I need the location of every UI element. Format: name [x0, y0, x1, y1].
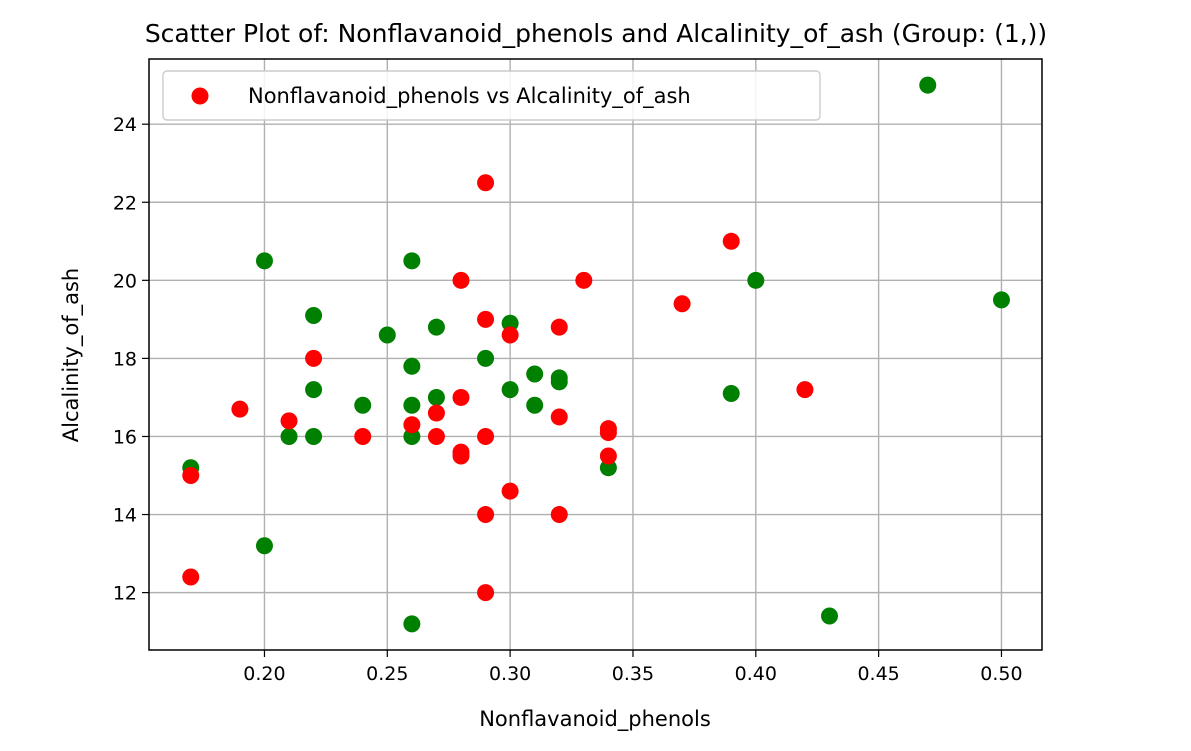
legend-marker	[191, 87, 209, 105]
y-axis-label: Alcalinity_of_ash	[59, 268, 84, 442]
data-point	[354, 396, 372, 414]
data-point	[427, 427, 445, 445]
data-point	[403, 615, 421, 633]
data-point	[255, 252, 273, 270]
x-tick-label: 0.45	[857, 663, 899, 685]
data-point	[550, 318, 568, 336]
chart-title: Scatter Plot of: Nonflavanoid_phenols an…	[145, 19, 1047, 48]
data-point	[477, 584, 495, 602]
data-point	[305, 381, 323, 399]
y-tick-label: 16	[113, 426, 137, 448]
data-point	[722, 385, 740, 403]
data-point	[550, 373, 568, 391]
x-axis-label: Nonflavanoid_phenols	[479, 707, 711, 732]
data-point	[403, 396, 421, 414]
x-tick-label: 0.35	[612, 663, 654, 685]
y-tick-label: 18	[113, 348, 137, 370]
data-point	[477, 174, 495, 192]
data-point	[550, 506, 568, 524]
data-point	[305, 427, 323, 445]
y-tick-label: 22	[113, 192, 137, 214]
data-point	[403, 252, 421, 270]
data-point	[182, 467, 200, 485]
data-point	[255, 537, 273, 555]
data-point	[427, 388, 445, 406]
x-tick-label: 0.40	[735, 663, 777, 685]
legend: Nonflavanoid_phenols vs Alcalinity_of_as…	[162, 70, 821, 121]
data-point	[673, 295, 691, 313]
data-point	[501, 381, 519, 399]
data-point	[501, 482, 519, 500]
data-point	[575, 271, 593, 289]
data-point	[550, 408, 568, 426]
data-point	[501, 314, 519, 332]
data-point	[452, 388, 470, 406]
data-point	[599, 424, 617, 442]
data-point	[427, 318, 445, 336]
data-point	[280, 412, 298, 430]
data-point	[280, 427, 298, 445]
y-tick-label: 20	[113, 270, 137, 292]
data-point	[403, 416, 421, 434]
y-tick-label: 14	[113, 505, 137, 527]
y-tick-label: 24	[113, 114, 137, 136]
data-point	[403, 427, 421, 445]
grid-lines	[149, 59, 1042, 650]
y-tick-label: 12	[113, 583, 137, 605]
plot-frame	[148, 58, 1043, 651]
data-point	[526, 396, 544, 414]
axis-ticks: 0.20 0.25 0.30 0.35 0.40 0.45 0.50 12 14 16 18 20 22…	[113, 114, 1023, 685]
legend-label: Nonflavanoid_phenols vs Alcalinity_of_as…	[248, 84, 691, 109]
data-point	[477, 506, 495, 524]
data-point	[354, 427, 372, 445]
data-point	[526, 365, 544, 383]
data-point	[477, 349, 495, 367]
data-point	[747, 271, 765, 289]
data-points	[182, 76, 1010, 633]
data-point	[992, 291, 1010, 309]
data-point	[305, 306, 323, 324]
data-point	[599, 447, 617, 465]
data-point	[820, 607, 838, 625]
x-tick-label: 0.30	[489, 663, 531, 685]
data-point	[796, 381, 814, 399]
x-tick-label: 0.25	[366, 663, 408, 685]
data-point	[403, 357, 421, 375]
x-tick-label: 0.50	[980, 663, 1022, 685]
data-point	[427, 404, 445, 422]
data-point	[305, 349, 323, 367]
data-point	[919, 76, 937, 94]
data-point	[477, 310, 495, 328]
data-point	[452, 271, 470, 289]
data-point	[452, 447, 470, 465]
data-point	[378, 326, 396, 344]
data-point	[477, 427, 495, 445]
data-point	[501, 326, 519, 344]
data-point	[182, 568, 200, 586]
data-point	[722, 232, 740, 250]
legend-frame	[162, 70, 821, 121]
data-point	[599, 459, 617, 477]
data-point	[231, 400, 249, 418]
x-tick-label: 0.20	[243, 663, 285, 685]
